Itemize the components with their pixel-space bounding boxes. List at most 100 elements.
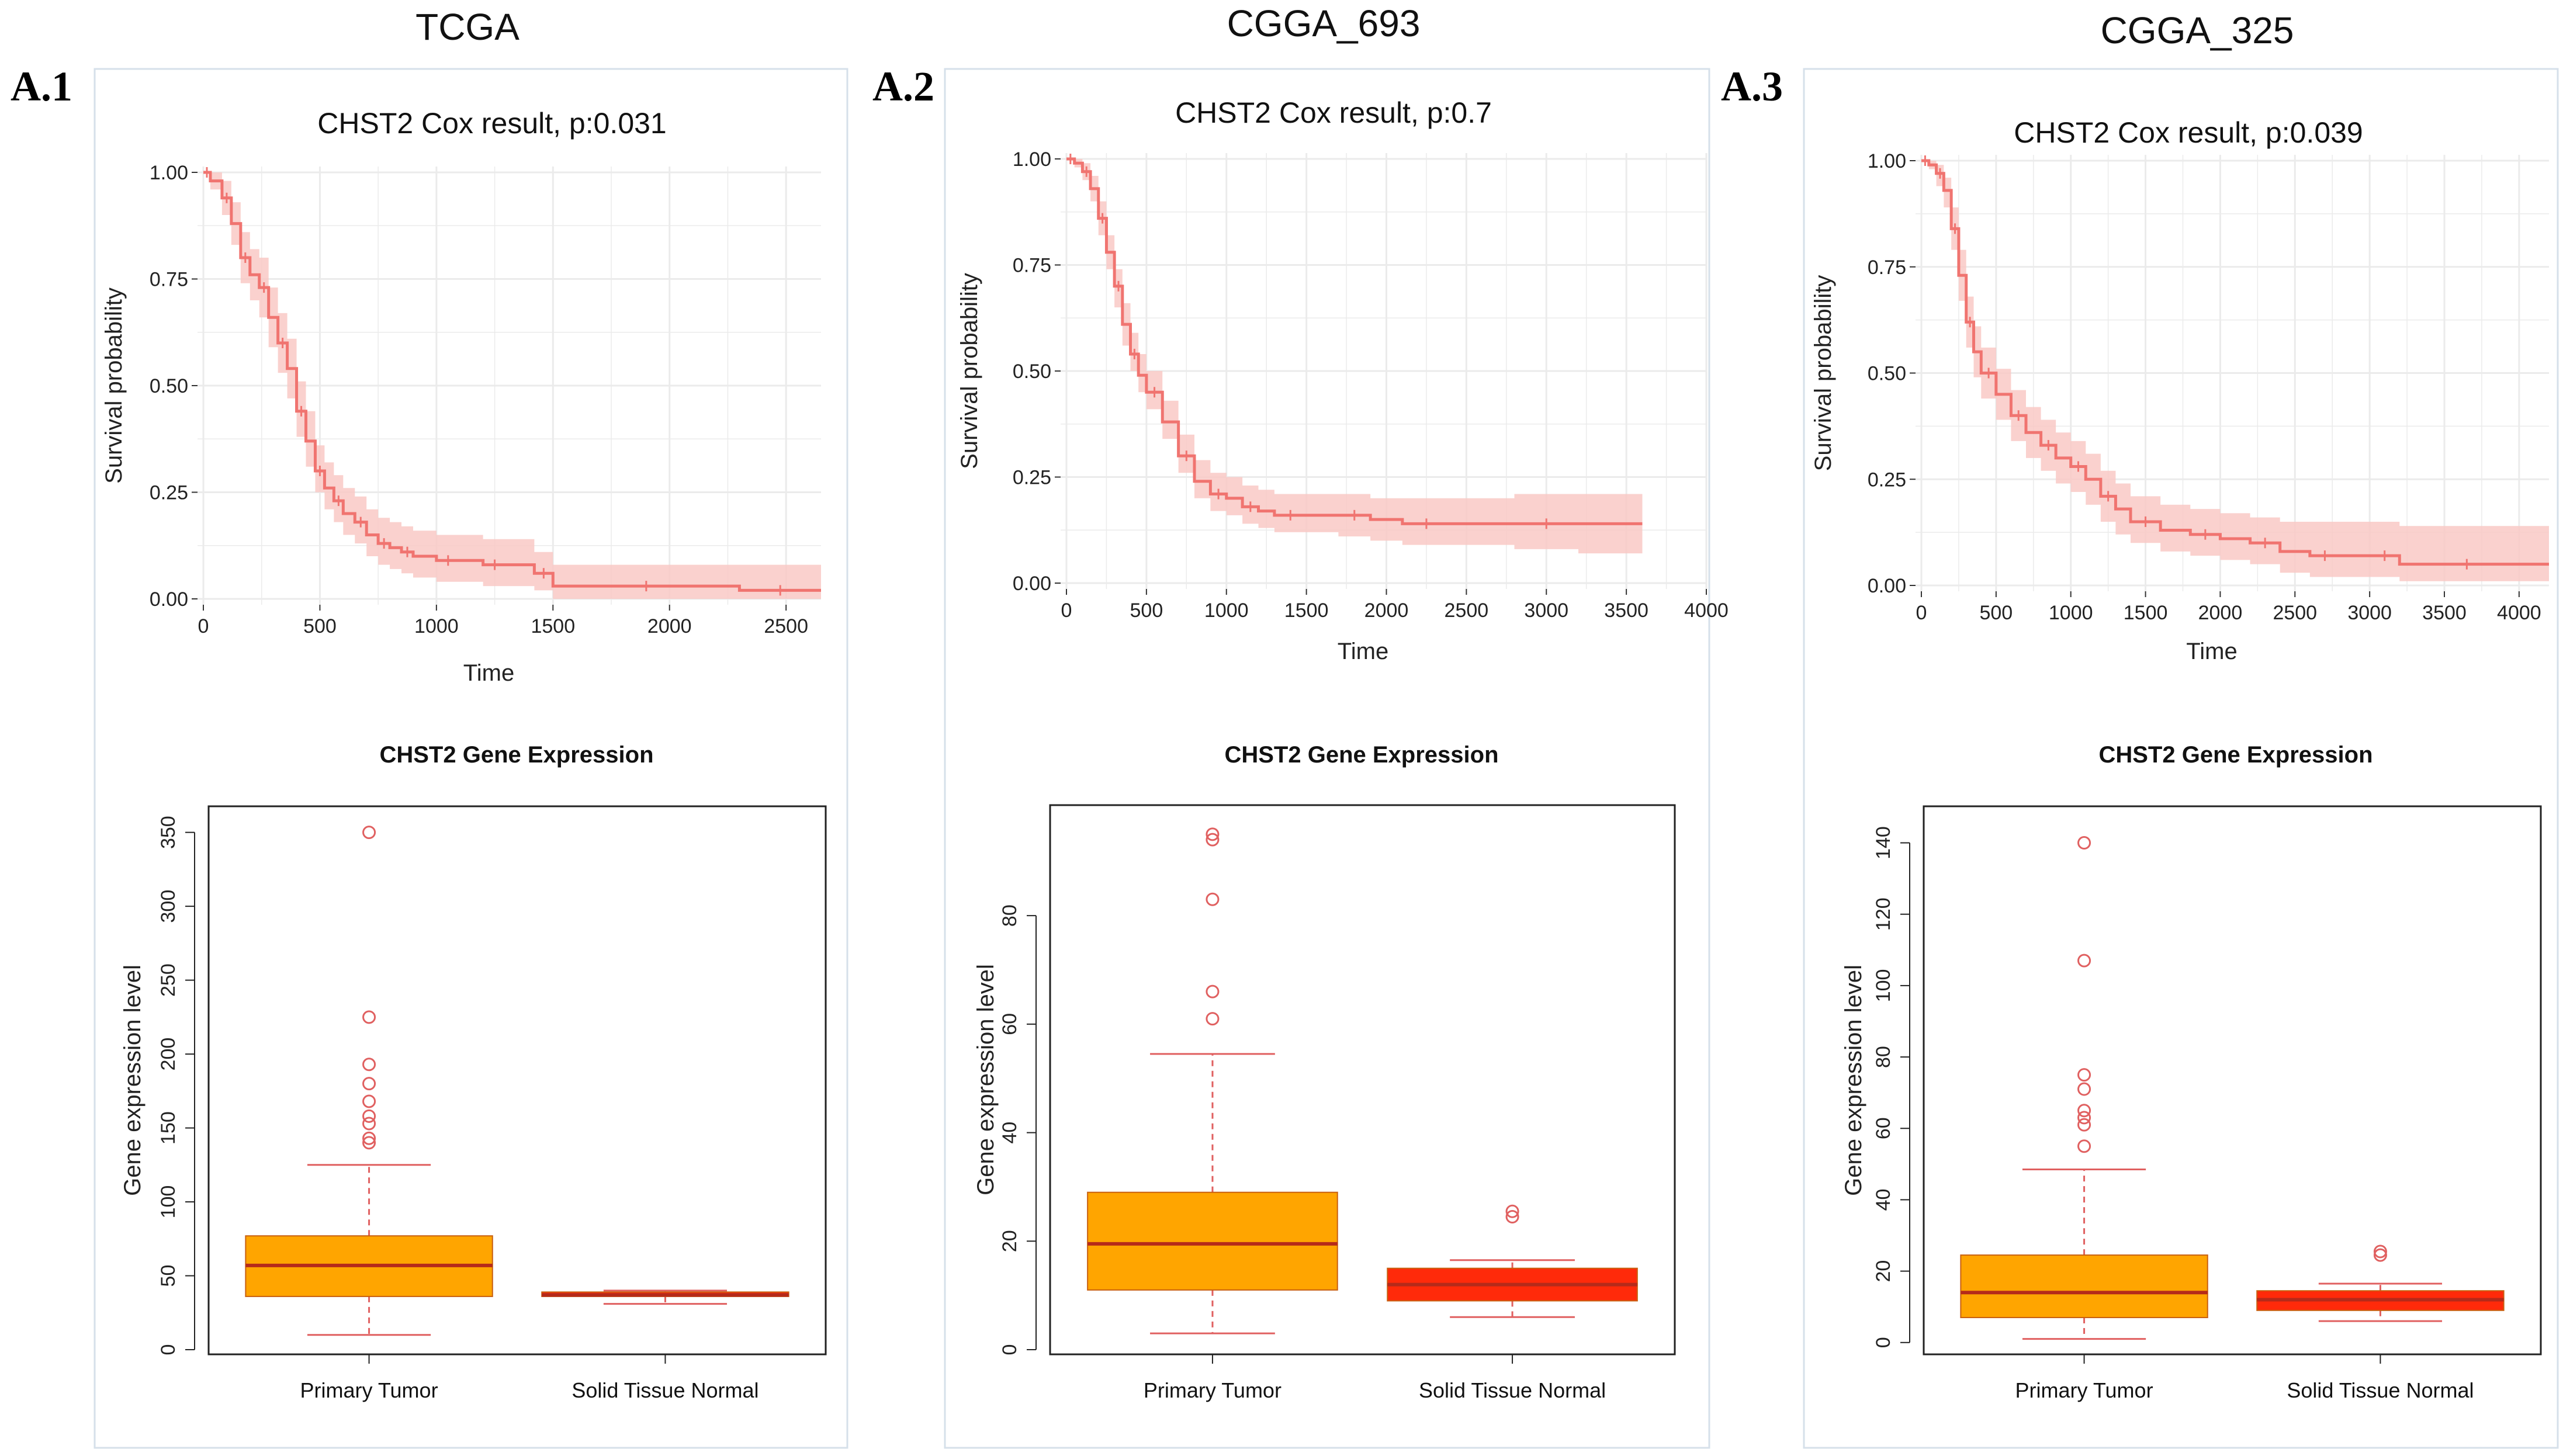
box-iqr xyxy=(1087,1191,1338,1291)
box-y-tick-label: 300 xyxy=(157,890,179,923)
box-y-tick-label: 20 xyxy=(1872,1260,1894,1282)
box-outlier xyxy=(2077,1139,2091,1153)
box-iqr xyxy=(1960,1254,2208,1319)
km-x-tick-label: 1500 xyxy=(531,615,575,637)
km-x-axis-label: Time xyxy=(2186,639,2237,664)
box-outlier xyxy=(1206,833,1220,847)
box-outlier xyxy=(1206,984,1220,999)
box-outlier xyxy=(2077,1118,2091,1132)
km-y-tick-label: 0.25 xyxy=(1868,469,1906,491)
km-chart-cgga325: 0.00 0.25 0.50 0.75 1.00 0 500 1000 1500 2000 2500… xyxy=(1810,116,2549,664)
km-x-tick-label: 2000 xyxy=(2198,602,2243,624)
box-outlier xyxy=(2373,1244,2387,1259)
km-y-axis-label: Survival probability xyxy=(1810,275,1836,472)
km-x-tick-label: 0 xyxy=(1916,602,1927,624)
km-y-tick-label: 0.25 xyxy=(150,482,188,504)
box-y-tick-label: 120 xyxy=(1872,897,1894,931)
dataset-title-cgga693: CGGA_693 xyxy=(1227,2,1421,44)
km-x-tick-label: 3000 xyxy=(2347,602,2392,624)
box-y-axis-label: Gene expression level xyxy=(1841,965,1866,1196)
box-outlier xyxy=(1505,1204,1519,1218)
box-y-tick-label: 40 xyxy=(1872,1189,1894,1211)
km-x-tick-label: 2000 xyxy=(1364,599,1409,622)
box-outlier xyxy=(362,1058,376,1072)
km-y-axis-label: Survival probability xyxy=(957,273,982,469)
km-title: CHST2 Cox result, p:0.039 xyxy=(2014,116,2363,149)
panel-label-a2: A.2 xyxy=(872,63,934,110)
dataset-title-cgga325: CGGA_325 xyxy=(2101,9,2294,51)
boxplot-frame xyxy=(207,805,827,1356)
box-y-tick-label: 250 xyxy=(157,963,179,997)
km-x-tick-label: 1500 xyxy=(2124,602,2168,624)
box-y-tick-label: 20 xyxy=(999,1230,1021,1252)
box-y-tick-label: 40 xyxy=(999,1122,1021,1144)
box-outlier xyxy=(362,1010,376,1024)
km-y-tick-label: 0.50 xyxy=(1013,360,1051,383)
km-x-tick-label: 500 xyxy=(303,615,337,637)
km-y-tick-label: 0.50 xyxy=(1868,363,1906,385)
box-y-tick-label: 140 xyxy=(1872,826,1894,859)
km-y-tick-label: 0.75 xyxy=(1868,256,1906,279)
box-outlier xyxy=(362,1117,376,1131)
km-x-tick-label: 1500 xyxy=(1284,599,1329,622)
box-y-tick-label: 100 xyxy=(157,1185,179,1219)
boxplot-cgga325: Primary Tumor Solid Tissue Normal 0 20 40 60 8… xyxy=(1841,742,2542,1402)
km-x-tick-label: 2500 xyxy=(2273,602,2317,624)
km-confidence-band xyxy=(1066,159,1643,554)
box-category-label: Solid Tissue Normal xyxy=(1419,1378,1606,1402)
box-outlier xyxy=(1206,827,1220,841)
km-y-tick-label: 0.00 xyxy=(1013,573,1051,595)
km-chart-tcga: 0.00 0.25 0.50 0.75 1.00 0 500 1000 1500 2000 2500… xyxy=(101,107,821,686)
boxplot-title: CHST2 Gene Expression xyxy=(1224,742,1498,768)
km-y-tick-label: 0.75 xyxy=(150,269,188,291)
km-x-tick-label: 1000 xyxy=(1204,599,1249,622)
box-category-label: Primary Tumor xyxy=(1144,1378,1282,1402)
box-y-tick-label: 80 xyxy=(1872,1046,1894,1068)
box-y-tick-label: 100 xyxy=(1872,969,1894,1003)
km-y-tick-label: 0.00 xyxy=(1868,575,1906,597)
box-outlier xyxy=(2077,954,2091,968)
box-y-tick-label: 200 xyxy=(157,1038,179,1071)
panel-label-a3: A.3 xyxy=(1721,63,1783,110)
box-category-label: Primary Tumor xyxy=(300,1378,438,1402)
box-outlier xyxy=(1206,892,1220,906)
km-x-tick-label: 4000 xyxy=(2497,602,2541,624)
panel-border-cgga325 xyxy=(1803,68,2559,1449)
box-y-axis-label: Gene expression level xyxy=(120,965,146,1196)
box-y-tick-label: 0 xyxy=(157,1344,179,1356)
km-x-tick-label: 500 xyxy=(1979,602,2013,624)
box-category-label: Primary Tumor xyxy=(2015,1378,2153,1402)
panel-border-cgga693 xyxy=(944,68,1710,1449)
box-y-tick-label: 60 xyxy=(999,1013,1021,1035)
box-outlier xyxy=(362,1077,376,1091)
km-y-axis-label: Survival probability xyxy=(101,287,127,484)
km-y-tick-label: 1.00 xyxy=(1868,150,1906,172)
box-y-axis-label: Gene expression level xyxy=(973,964,999,1195)
km-x-axis-label: Time xyxy=(1338,639,1388,664)
dataset-title-tcga: TCGA xyxy=(415,6,519,48)
km-x-tick-label: 2500 xyxy=(764,615,808,637)
boxplot-tcga: Primary Tumor Solid Tissue Normal 0 50 100 15… xyxy=(120,742,827,1402)
box-outlier xyxy=(2077,1082,2091,1096)
km-y-tick-label: 1.00 xyxy=(1013,148,1051,171)
boxplot-title: CHST2 Gene Expression xyxy=(2098,742,2372,768)
box-outlier xyxy=(2077,1104,2091,1118)
km-x-tick-label: 3500 xyxy=(1604,599,1648,622)
boxplot-frame xyxy=(1923,805,2542,1356)
km-survival-line xyxy=(1921,159,2549,566)
box-y-tick-label: 0 xyxy=(999,1344,1021,1356)
panel-label-a1: A.1 xyxy=(11,63,72,110)
km-confidence-band xyxy=(1921,161,2549,581)
box-outlier xyxy=(2077,1068,2091,1082)
box-y-tick-label: 150 xyxy=(157,1111,179,1145)
boxplot-cgga693: Primary Tumor Solid Tissue Normal 0 20 40 60 8… xyxy=(973,742,1676,1402)
km-y-tick-label: 0.75 xyxy=(1013,255,1051,277)
box-category-label: Solid Tissue Normal xyxy=(572,1378,758,1402)
box-outlier xyxy=(362,826,376,840)
km-x-tick-label: 3500 xyxy=(2422,602,2467,624)
box-y-tick-label: 350 xyxy=(157,816,179,849)
boxplot-frame xyxy=(1049,804,1676,1356)
box-y-tick-label: 80 xyxy=(999,904,1021,927)
box-y-tick-label: 60 xyxy=(1872,1117,1894,1139)
